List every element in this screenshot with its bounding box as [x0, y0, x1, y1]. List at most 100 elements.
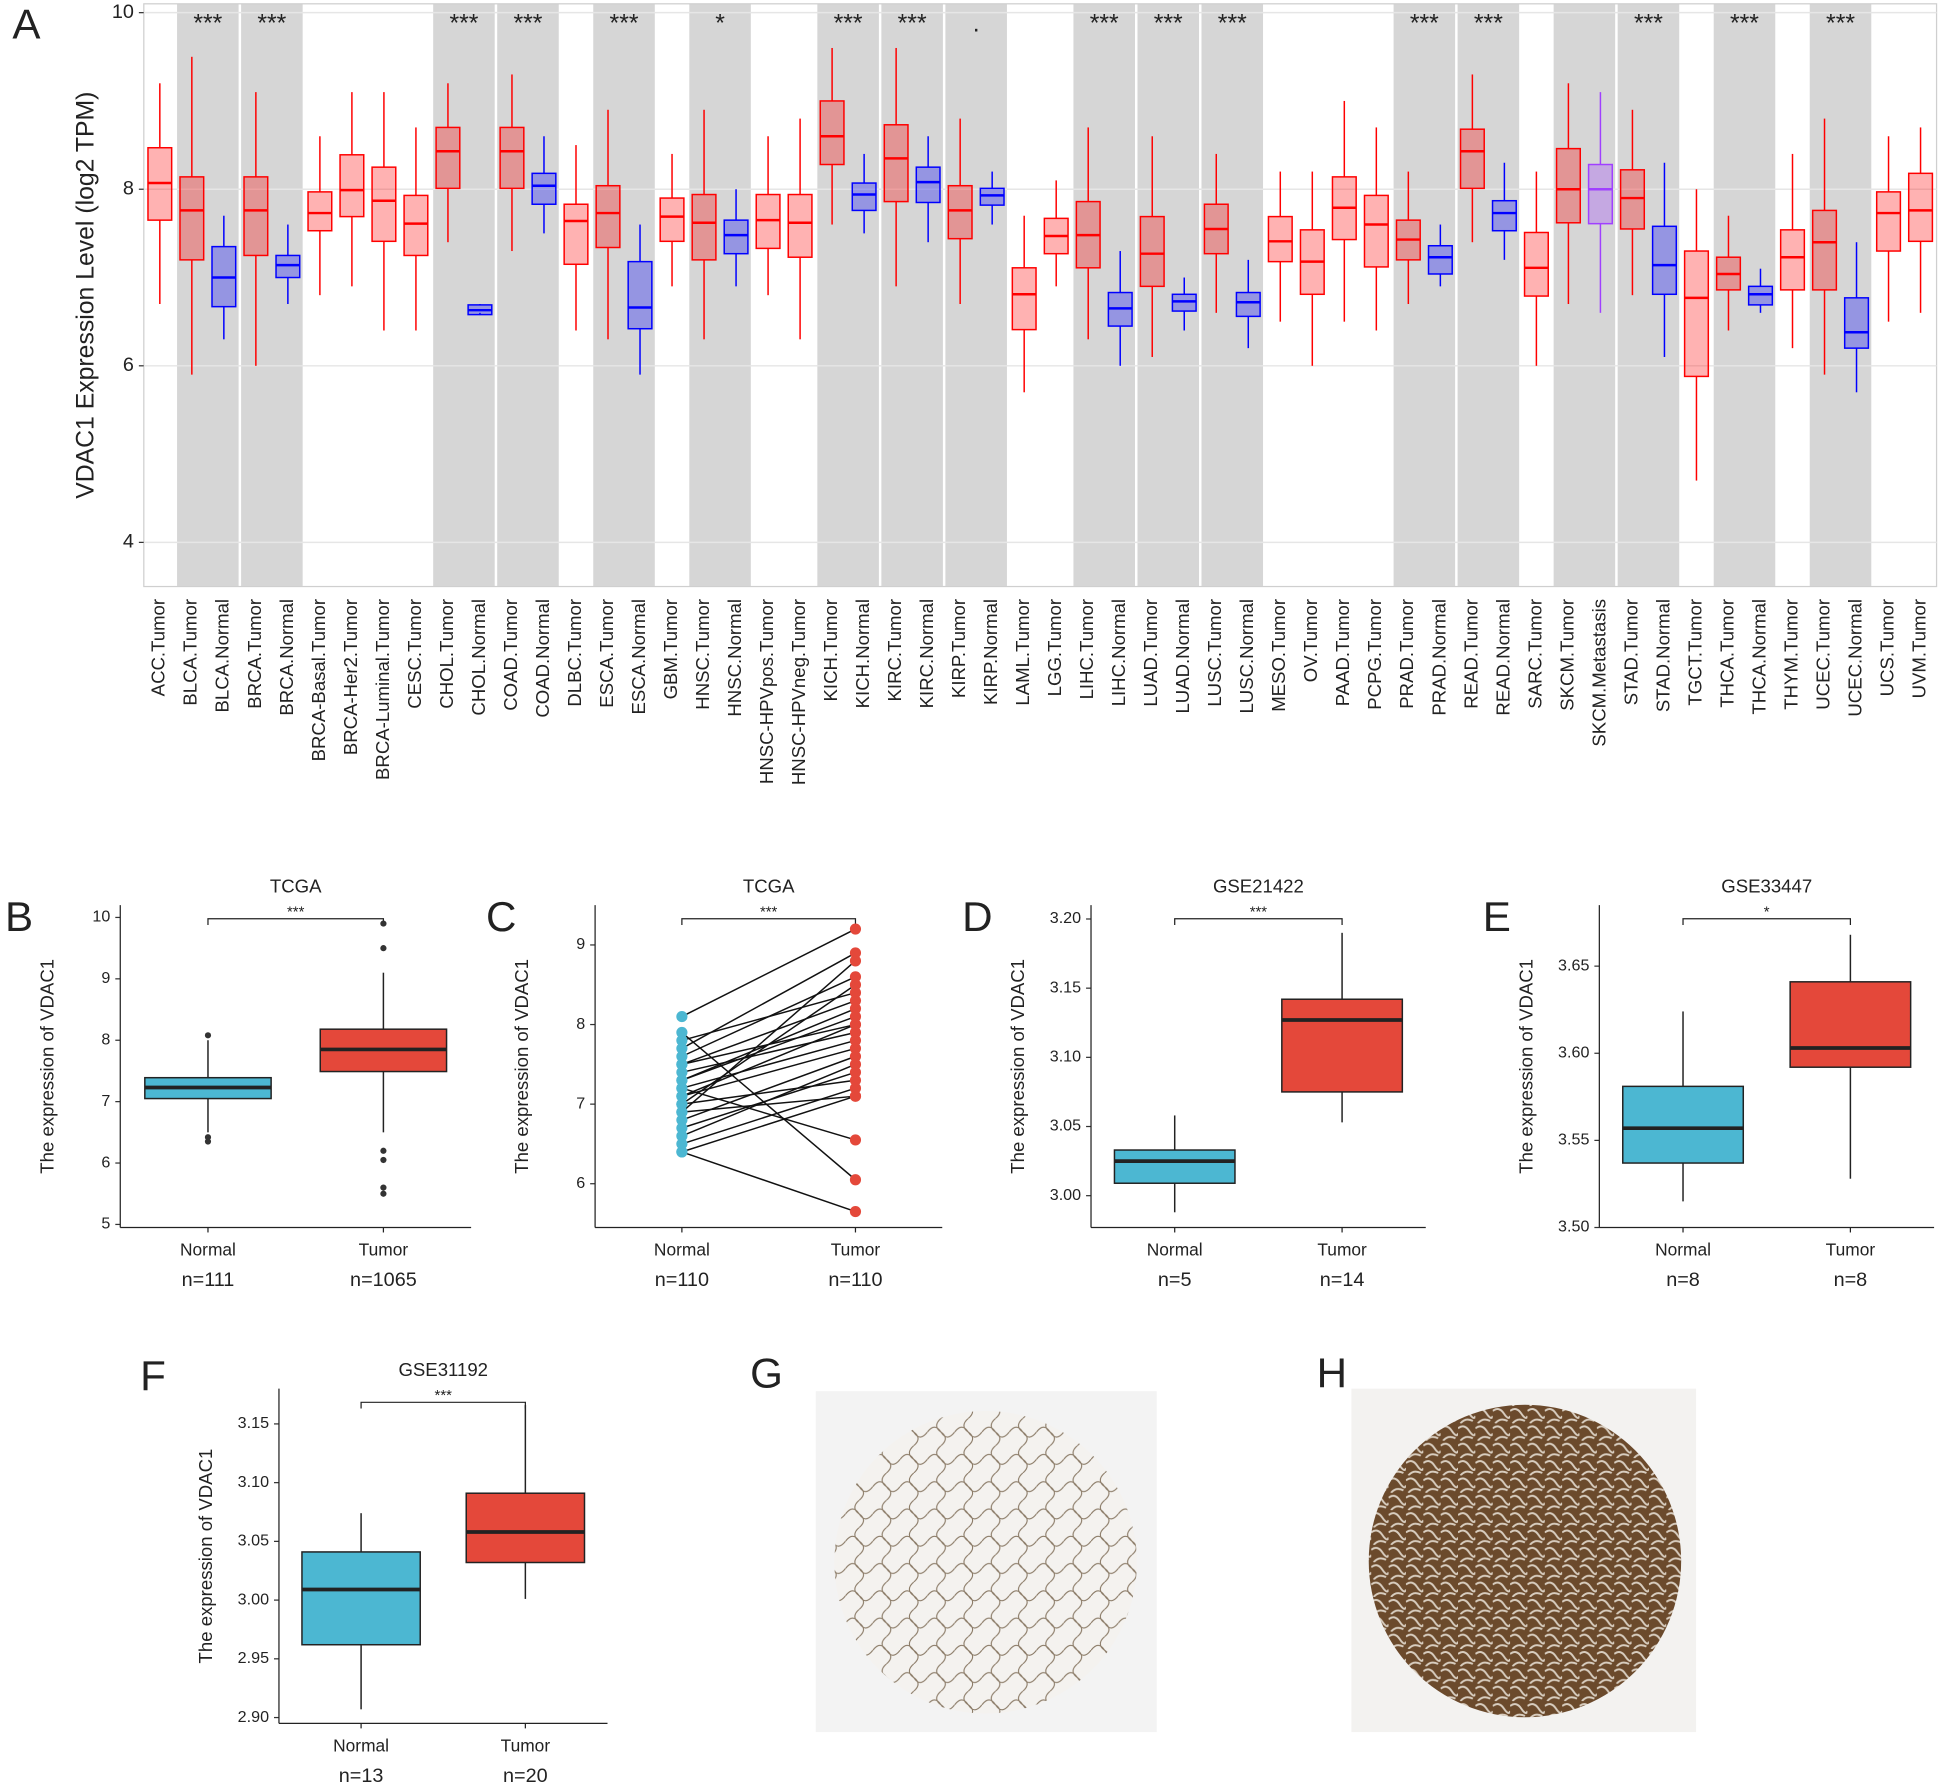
pair-line [681, 928, 856, 1018]
box [947, 184, 973, 240]
box [1011, 267, 1037, 331]
x-tick-label: SKCM.Tumor [1556, 599, 1577, 711]
box [403, 194, 429, 257]
n-label: n=111 [182, 1269, 235, 1291]
pair-line [681, 1095, 856, 1153]
y-tick-label: 6 [123, 354, 134, 376]
significance-label: *** [834, 10, 863, 37]
pair-line [681, 1039, 856, 1089]
significance-label: *** [514, 10, 543, 37]
x-tick-label: Normal [654, 1240, 710, 1260]
panel-border [143, 3, 1938, 588]
x-tick-label: KIRP.Normal [980, 599, 1001, 705]
x-tick-label: KIRC.Tumor [884, 599, 905, 702]
pair-shading [817, 3, 879, 587]
point [849, 923, 862, 935]
box [435, 126, 461, 190]
y-tick-label: 2.90 [238, 1708, 269, 1726]
y-tick-label: 6 [101, 1153, 110, 1171]
y-tick-label: 3.05 [238, 1532, 269, 1550]
box [755, 193, 781, 250]
n-label: n=13 [339, 1765, 384, 1787]
image-h: H [1317, 1349, 1697, 1733]
pair-shading [593, 3, 655, 587]
y-tick-label: 7 [101, 1092, 110, 1110]
point [849, 1066, 862, 1078]
pair-line [681, 1023, 856, 1066]
x-tick-label: UCEC.Normal [1844, 599, 1865, 717]
x-tick-label: BRCA.Tumor [244, 599, 265, 709]
pair-shading [433, 3, 495, 587]
y-tick-label: 3.10 [1050, 1048, 1081, 1066]
x-tick-label: TGCT.Tumor [1684, 599, 1705, 706]
pair-shading [689, 3, 751, 587]
tissue-core [834, 1410, 1137, 1714]
panel-letter: G [750, 1349, 783, 1396]
x-tick-label: KICH.Tumor [820, 599, 841, 702]
box [243, 176, 269, 257]
box [1171, 293, 1197, 312]
point [849, 979, 862, 991]
significance-bracket [1682, 918, 1852, 925]
x-tick-label: LUAD.Tumor [1140, 599, 1161, 707]
significance-label: *** [287, 905, 305, 921]
significance-label: *** [449, 10, 478, 37]
outlier [204, 1134, 212, 1141]
significance-label: *** [898, 10, 927, 37]
y-tick-label: 5 [101, 1215, 110, 1233]
point [849, 1018, 862, 1031]
point [676, 1042, 688, 1055]
x-tick-label: LUSC.Normal [1236, 599, 1257, 714]
box [1683, 250, 1710, 378]
y-axis-label: The expression of VDAC1 [511, 959, 532, 1174]
box [1622, 1085, 1745, 1164]
significance-label: *** [610, 10, 639, 37]
box [1779, 229, 1806, 291]
y-tick-label: 2.95 [238, 1649, 269, 1667]
point [676, 1026, 688, 1039]
box [915, 166, 941, 204]
point [676, 1090, 688, 1102]
point [676, 1058, 688, 1070]
outlier [204, 1138, 212, 1145]
box [723, 219, 749, 255]
x-tick-label: THCA.Normal [1748, 599, 1769, 715]
pair-shading [1137, 3, 1200, 587]
x-tick-label: READ.Tumor [1460, 599, 1481, 709]
point [676, 1082, 688, 1094]
y-tick-label: 8 [576, 1015, 585, 1033]
x-tick-label: COAD.Tumor [500, 599, 521, 711]
pair-line [681, 1079, 856, 1105]
box [563, 203, 589, 266]
x-tick-label: BRCA-Basal.Tumor [308, 599, 329, 761]
x-tick-label: CESC.Tumor [404, 599, 425, 709]
x-tick-label: PRAD.Tumor [1396, 599, 1417, 709]
y-axis-label: The expression of VDAC1 [1515, 959, 1536, 1174]
pair-shading [1457, 3, 1520, 587]
panel-letter: E [1483, 893, 1511, 940]
x-tick-label: BLCA.Normal [212, 599, 233, 713]
pair-shading [497, 3, 559, 587]
pair-shading [1393, 3, 1456, 587]
x-tick-label: THCA.Tumor [1716, 599, 1737, 708]
box [1789, 981, 1912, 1068]
pair-line [681, 1031, 856, 1074]
y-tick-label: 3.55 [1558, 1131, 1589, 1149]
box [179, 176, 205, 261]
pair-line [681, 1063, 856, 1137]
outlier [204, 1032, 212, 1039]
x-tick-label: Normal [180, 1240, 236, 1260]
x-tick-label: MESO.Tumor [1268, 599, 1289, 712]
significance-label: . [973, 10, 980, 37]
x-tick-label: GBM.Tumor [660, 599, 681, 699]
point [676, 1106, 688, 1118]
panel: C 6 7 8 9 The expression of VDAC1 TCGA *** Norma… [486, 876, 943, 1291]
x-tick-label: HNSC.Tumor [692, 599, 713, 710]
x-tick-label: COAD.Normal [532, 599, 553, 718]
pair-shading [177, 3, 239, 587]
n-label: n=20 [503, 1765, 548, 1787]
point [676, 1066, 688, 1078]
y-tick-label: 3.00 [1050, 1186, 1081, 1204]
point [849, 971, 862, 983]
box [1619, 169, 1646, 230]
